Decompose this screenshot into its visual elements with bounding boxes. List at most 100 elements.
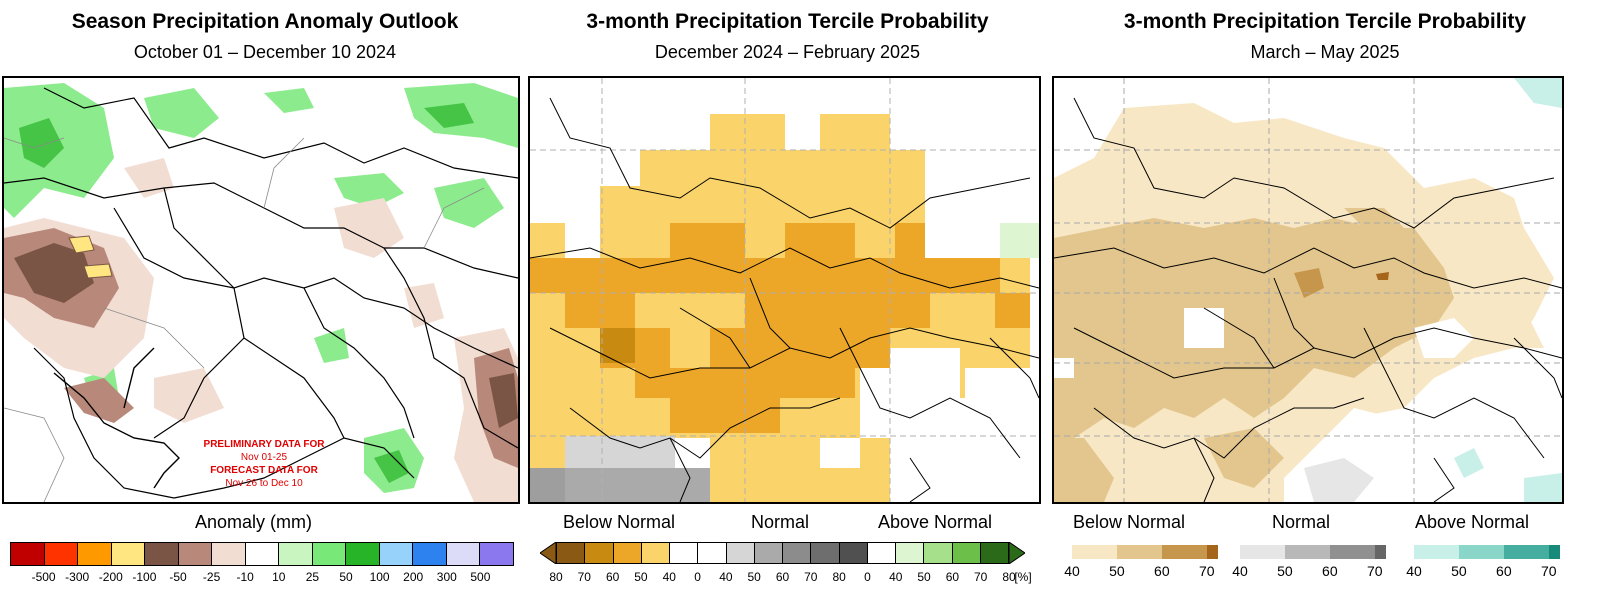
- tick-label: -200: [98, 570, 123, 584]
- anomaly-swatch: [346, 543, 380, 565]
- anomaly-swatch: [111, 543, 146, 565]
- dec-feb-map-graphic: [530, 78, 1039, 502]
- tick-label: 60: [1496, 563, 1512, 579]
- tick-label: 70: [1366, 563, 1383, 579]
- tick-label: 60: [775, 570, 790, 584]
- tick-label: 40: [1064, 563, 1080, 579]
- anomaly-swatch: [245, 543, 280, 565]
- anomaly-swatch: [413, 543, 447, 565]
- forecast-label: FORECAST DATA FOR: [210, 465, 318, 476]
- tercile-swatch: [924, 543, 953, 563]
- tercile-swatch: [613, 543, 642, 563]
- above-normal-colorbar: [1414, 545, 1560, 559]
- tick-label: 50: [1277, 563, 1293, 579]
- anomaly-ticks: -500 -300 -200 -100 -50 -25 -10 10 25 50 100 200 300…: [10, 570, 514, 586]
- anomaly-swatch: [145, 543, 179, 565]
- tercile-ticks-dec-feb: 80 70 60 50 40 0 40 50 60 70 80 0 40 50 60 70 80: [549, 570, 1015, 586]
- anomaly-swatch: [78, 543, 112, 565]
- tick-label: -500: [31, 570, 56, 584]
- tick-label: 300: [436, 570, 457, 584]
- normal-swatch: [1374, 545, 1386, 559]
- normal-swatch: [1284, 545, 1330, 559]
- forecast-dates: Nov 26 to Dec 10: [225, 478, 303, 489]
- anomaly-swatch: [11, 543, 45, 565]
- tick-label: 70: [974, 570, 988, 584]
- tick-label: 200: [403, 570, 424, 584]
- arrow-left: [540, 542, 557, 564]
- above-normal-label-3: Above Normal: [1415, 512, 1530, 532]
- tick-label: 80: [1002, 570, 1016, 584]
- normal-colorbar: [1240, 545, 1386, 559]
- tercile-swatch: [811, 543, 840, 563]
- tick-label: 60: [605, 570, 620, 584]
- above-normal-ticks: 40 50 60 70: [1406, 563, 1560, 581]
- normal-label-3: Normal: [1272, 512, 1331, 532]
- tick-label: 40: [1406, 563, 1422, 579]
- anomaly-swatch: [44, 543, 79, 565]
- anomaly-swatch: [379, 543, 414, 565]
- tick-label: 50: [339, 570, 353, 584]
- anomaly-map-graphic: [4, 83, 518, 502]
- tick-label: 40: [662, 570, 676, 584]
- tercile-swatch: [641, 543, 670, 563]
- tick-label: 70: [1198, 563, 1215, 579]
- tick-label: 100: [369, 570, 390, 584]
- panel-2-title: 3-month Precipitation Tercile Probabilit…: [586, 10, 989, 33]
- normal-swatch: [1329, 545, 1375, 559]
- arrow-right: [1008, 542, 1025, 564]
- tick-label: 25: [305, 570, 320, 584]
- tick-label: 40: [719, 570, 733, 584]
- tick-label: 50: [1109, 563, 1125, 579]
- mar-may-map-graphic: [1054, 78, 1562, 502]
- anomaly-swatch: [212, 543, 246, 565]
- tick-label: 70: [577, 570, 591, 584]
- tercile-swatch: [896, 543, 925, 563]
- tick-label: 50: [1451, 563, 1467, 579]
- below-normal-swatch: [1161, 545, 1207, 559]
- normal-swatch: [1240, 545, 1285, 559]
- tick-label: 50: [917, 570, 931, 584]
- prelim-dates: Nov 01-25: [240, 452, 288, 463]
- panel-1-subtitle: October 01 – December 10 2024: [133, 42, 397, 62]
- tick-label: -25: [202, 570, 221, 584]
- tercile-swatch: [839, 543, 868, 563]
- anomaly-colorbar: [10, 542, 514, 566]
- panel-1-title: Season Precipitation Anomaly Outlook: [71, 10, 459, 33]
- tercile-colorbar-arrows: [540, 542, 1025, 564]
- tercile-colorbar-cells: [556, 542, 1009, 564]
- tercile-colorbar-dec-feb: [540, 542, 1025, 564]
- tick-label: 60: [1154, 563, 1170, 579]
- tick-label: -300: [65, 570, 90, 584]
- tercile-swatch: [557, 543, 586, 563]
- anomaly-swatch: [312, 543, 347, 565]
- tick-label: 80: [832, 570, 846, 584]
- tick-label: 60: [1322, 563, 1338, 579]
- tick-label: 50: [634, 570, 648, 584]
- panel-3-subtitle: March – May 2025: [1250, 42, 1400, 62]
- tercile-swatch: [783, 543, 812, 563]
- tick-label: 50: [747, 570, 761, 584]
- above-normal-swatch: [1414, 545, 1459, 559]
- tick-label: 0: [694, 570, 701, 584]
- tick-label: 70: [1540, 563, 1557, 579]
- tercile-swatch: [726, 543, 755, 563]
- tercile-swatch: [867, 543, 896, 563]
- tick-label: 500: [470, 570, 491, 584]
- tick-label: 80: [549, 570, 563, 584]
- tick-label: 0: [864, 570, 871, 584]
- anomaly-legend-title: Anomaly (mm): [195, 512, 313, 532]
- above-normal-label-2: Above Normal: [878, 512, 993, 532]
- below-normal-colorbar: [1072, 545, 1218, 559]
- panel-anomaly: Season Precipitation Anomaly Outlook Oct…: [0, 0, 530, 601]
- data-notes: PRELIMINARY DATA FOR Nov 01-25 FORECAST …: [189, 438, 339, 490]
- panel-3-title: 3-month Precipitation Tercile Probabilit…: [1123, 10, 1527, 33]
- prelim-label: PRELIMINARY DATA FOR: [203, 439, 325, 450]
- tercile-swatch: [754, 543, 783, 563]
- percent-unit: [%]: [1014, 570, 1032, 584]
- normal-ticks: 40 50 60 70: [1232, 563, 1386, 581]
- mar-may-map: [1052, 76, 1564, 504]
- above-normal-swatch: [1503, 545, 1549, 559]
- tick-label: -100: [132, 570, 157, 584]
- below-normal-swatch: [1116, 545, 1162, 559]
- panel-mar-may: 3-month Precipitation Tercile Probabilit…: [1050, 0, 1600, 601]
